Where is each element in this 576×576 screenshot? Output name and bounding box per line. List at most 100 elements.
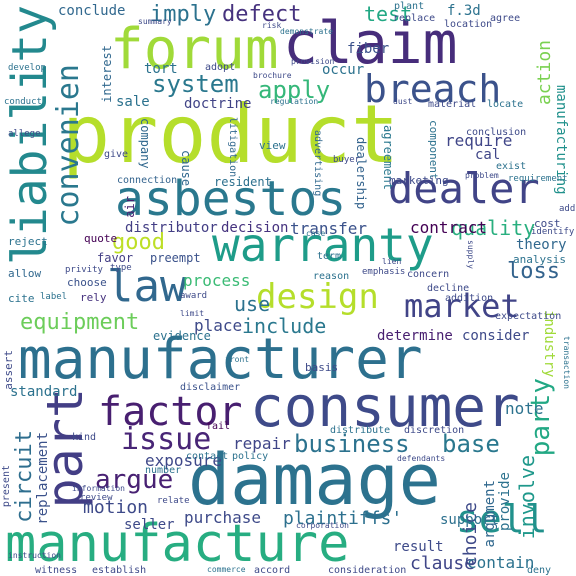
word-f3d: f.3d [447, 3, 481, 19]
word-resident: resident [214, 175, 272, 189]
word-identify: identify [531, 227, 575, 237]
word-argument: argument [482, 480, 498, 548]
word-theory: theory [516, 237, 567, 253]
word-allow: allow [8, 267, 42, 280]
word-basis: basis [305, 361, 339, 374]
word-lien: lien [382, 257, 402, 266]
word-exposure: exposure [145, 451, 223, 470]
word-manufacturing: manufacturing [553, 85, 569, 195]
word-instruction: instruction [8, 551, 61, 560]
word-contain: contain [467, 553, 535, 572]
word-litigation: litigation [227, 117, 238, 178]
word-clause: clause [410, 553, 476, 574]
word-include: include [242, 314, 327, 338]
word-agreement: agreement [381, 125, 395, 191]
word-review: review [80, 493, 113, 503]
word-circuit: circuit [12, 430, 37, 523]
word-demonstrate: demonstrate [280, 27, 333, 36]
word-disclaimer: disclaimer [180, 382, 241, 393]
word-industry: industry [541, 310, 557, 378]
word-tort: tort [144, 61, 178, 77]
word-allege: allege [8, 129, 41, 139]
word-company: company [138, 118, 152, 169]
word-law: law [107, 261, 187, 312]
word-cost: cost [534, 217, 561, 230]
word-place: place [194, 316, 243, 335]
word-quality: quality [451, 216, 536, 240]
word-evidence: evidence [153, 329, 211, 343]
word-relate: relate [157, 496, 190, 506]
word-loss: loss [507, 259, 560, 284]
word-agree: agree [490, 13, 521, 24]
word-privity: privity [65, 265, 103, 275]
word-motion: motion [83, 497, 149, 518]
word-plaintiffs: plaintiffs' [283, 508, 403, 529]
word-asbestos: asbestos [115, 171, 347, 227]
word-distribute: distribute [330, 425, 391, 436]
word-test: test [364, 2, 413, 26]
word-market: market [404, 287, 520, 325]
word-issue: issue [121, 422, 212, 457]
word-reason: reason [313, 271, 350, 282]
word-summary: summary [138, 17, 172, 26]
word-assert: assert [2, 350, 15, 390]
word-location: location [444, 19, 493, 30]
word-develop: develop [8, 63, 46, 73]
word-exist: exist [496, 161, 527, 172]
word-component: component [427, 120, 440, 180]
word-add: add [559, 204, 576, 214]
word-award: award [180, 291, 208, 301]
word-product: product [62, 88, 400, 181]
word-requirement: requirement [508, 174, 568, 184]
word-claim: claim [283, 9, 458, 77]
word-note: note [505, 399, 544, 418]
word-fiber: fiber [347, 41, 390, 57]
word-deny: deny [527, 565, 552, 576]
word-transfer: transfer [290, 219, 368, 238]
word-brochure: brochure [253, 71, 292, 80]
word-view: view [259, 139, 286, 152]
word-provide: provide [497, 472, 513, 532]
word-conduct: conduct [4, 97, 42, 107]
word-information: information [72, 484, 125, 493]
word-warranty: warranty [212, 218, 434, 272]
word-material: material [428, 99, 477, 110]
word-repair: repair [233, 434, 291, 453]
word-defendants: defendants [397, 454, 446, 463]
word-use: use [234, 292, 271, 316]
word-corporation: corporation [296, 521, 349, 530]
word-limit: limit [180, 309, 205, 318]
word-give: give [104, 149, 129, 160]
word-dust: dust [393, 97, 413, 106]
word-cal: cal [475, 147, 501, 163]
word-consider: consider [462, 328, 530, 344]
word-accord: accord [254, 565, 291, 576]
word-dealer: dealer [388, 164, 540, 213]
word-factor: factor [98, 389, 243, 435]
word-forum: forum [110, 17, 279, 82]
word-buyer: buyer [333, 155, 361, 165]
word-business: business [294, 430, 410, 458]
word-conclusion: conclusion [466, 127, 527, 138]
word-addition: addition [445, 293, 494, 304]
word-connection: connection [117, 175, 178, 186]
word-quote: quote [84, 232, 118, 245]
word-determine: determine [377, 328, 453, 344]
word-label: label [40, 292, 68, 302]
word-equipment: equipment [20, 310, 140, 335]
word-reject: reject [8, 235, 48, 248]
word-process: process [183, 271, 251, 290]
word-apply: apply [258, 76, 331, 104]
word-term: term [317, 251, 342, 262]
word-decline: decline [427, 283, 470, 294]
word-advertising: advertising [312, 130, 323, 197]
word-action: action [534, 40, 555, 106]
word-front: front [225, 355, 250, 364]
word-require: require [445, 131, 513, 150]
word-analysis: analysis [513, 253, 566, 266]
word-distributor: distributor [125, 220, 218, 236]
word-witness: witness [35, 565, 78, 576]
word-plant: plant [394, 1, 425, 12]
word-damage: damage [188, 439, 441, 521]
word-type: type [110, 263, 132, 273]
